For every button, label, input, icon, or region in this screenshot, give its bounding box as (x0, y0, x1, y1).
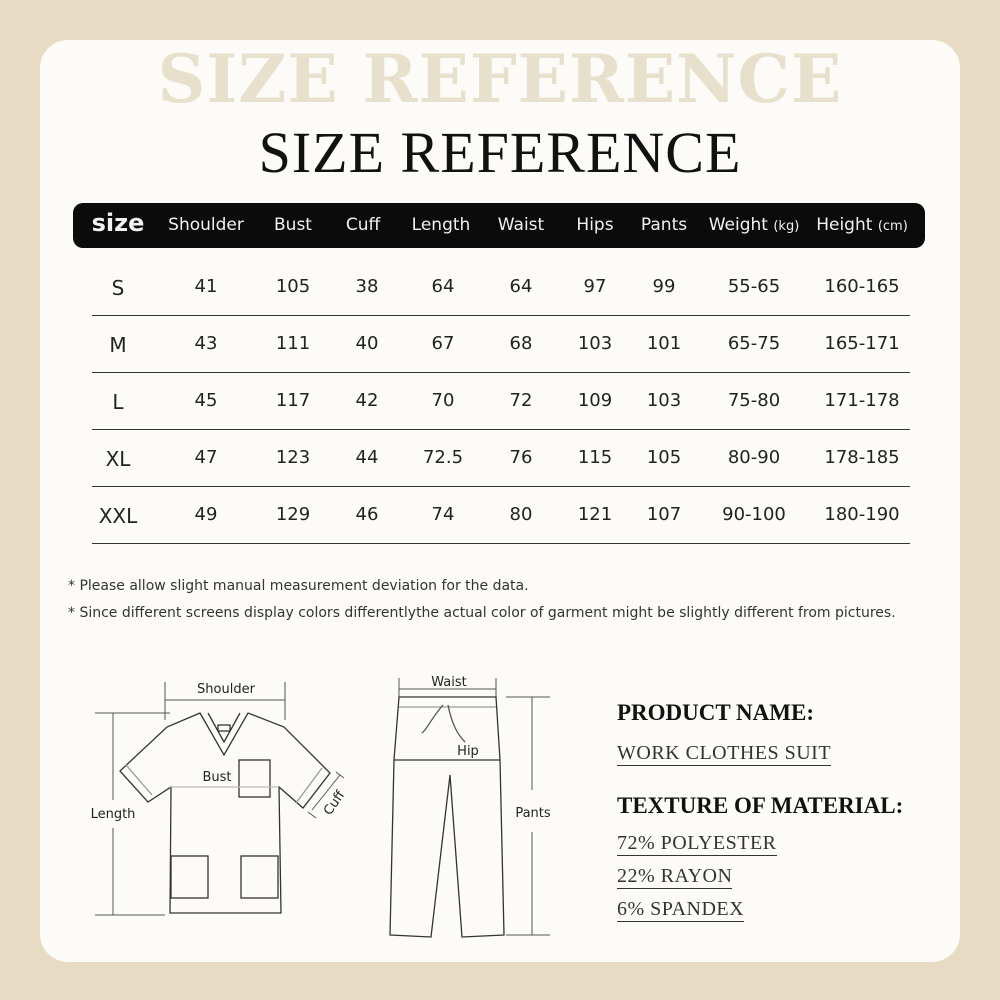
table-cell: 171-178 (824, 390, 900, 411)
table-cell: 99 (652, 276, 676, 297)
header-height-label: Height (816, 215, 873, 235)
measure-lines (95, 678, 550, 936)
table-cell: 80 (509, 504, 533, 525)
table-cell: 105 (646, 447, 682, 468)
table-cell: 45 (194, 390, 218, 411)
table-cell: 129 (275, 504, 311, 525)
label-bust: Bust (202, 770, 231, 785)
header-height: Height (cm) (816, 215, 908, 235)
table-cell: 72 (509, 390, 533, 411)
header-waist: Waist (497, 215, 545, 235)
header-weight-unit: (kg) (773, 219, 800, 234)
shirt-drawing (119, 712, 331, 914)
table-cell: 41 (194, 276, 218, 297)
table-row: XXL 49 129 46 74 80 121 107 90-100 180-190 (92, 487, 910, 544)
label-hip: Hip (457, 744, 479, 759)
label-cuff: Cuff (321, 787, 349, 818)
table-cell: XXL (98, 504, 138, 528)
table-cell: L (112, 390, 124, 414)
table-cell: 103 (646, 390, 682, 411)
header-height-unit: (cm) (877, 219, 908, 234)
table-row: XL 47 123 44 72.5 76 115 105 80-90 178-185 (92, 430, 910, 487)
note-measurement: * Please allow slight manual measurement… (68, 578, 529, 594)
table-cell: 160-165 (824, 276, 900, 297)
table-header: size Shoulder Bust Cuff Length Waist Hip… (73, 203, 925, 248)
table-cell: 123 (275, 447, 311, 468)
table-cell: M (109, 333, 127, 357)
table-row: M 43 111 40 67 68 103 101 65-75 165-171 (92, 316, 910, 373)
label-length: Length (91, 807, 136, 822)
header-shoulder: Shoulder (168, 215, 244, 235)
table-cell: 55-65 (727, 276, 781, 297)
table-cell: XL (105, 447, 131, 471)
table-cell: 49 (194, 504, 218, 525)
material-label: TEXTURE OF MATERIAL: (617, 793, 904, 818)
table-cell: 68 (509, 333, 533, 354)
header-weight-label: Weight (708, 215, 768, 235)
product-name: WORK CLOTHES SUIT (617, 742, 832, 766)
table-row: S 41 105 38 64 64 97 99 55-65 160-165 (92, 259, 910, 316)
table-cell: 109 (577, 390, 613, 411)
header-hips: Hips (576, 215, 614, 235)
label-waist: Waist (431, 675, 466, 690)
table-cell: 64 (509, 276, 533, 297)
table-cell: 105 (275, 276, 311, 297)
header-weight: Weight (kg) (709, 215, 800, 235)
size-chart-card (40, 40, 960, 962)
table-cell: 90-100 (722, 504, 786, 525)
table-cell: 180-190 (824, 504, 900, 525)
table-cell: S (111, 276, 125, 300)
table-cell: 72.5 (422, 447, 464, 468)
table-cell: 67 (431, 333, 455, 354)
material-polyester: 72% POLYESTER (617, 832, 777, 856)
table-cell: 103 (577, 333, 613, 354)
table-row: L 45 117 42 70 72 109 103 75-80 171-178 (92, 373, 910, 430)
header-size: size (91, 209, 145, 237)
table-cell: 80-90 (727, 447, 781, 468)
table-cell: 43 (194, 333, 218, 354)
table-cell: 42 (355, 390, 379, 411)
table-cell: 178-185 (824, 447, 900, 468)
product-name-label: PRODUCT NAME: (617, 700, 814, 725)
table-cell: 101 (646, 333, 682, 354)
table-cell: 64 (431, 276, 455, 297)
table-cell: 70 (431, 390, 455, 411)
table-cell: 111 (275, 333, 311, 354)
table-cell: 44 (355, 447, 379, 468)
header-length: Length (411, 215, 471, 235)
table-cell: 107 (646, 504, 682, 525)
table-cell: 76 (509, 447, 533, 468)
table-cell: 97 (583, 276, 607, 297)
table-cell: 75-80 (727, 390, 781, 411)
table-cell: 115 (577, 447, 613, 468)
title-watermark: SIZE REFERENCE (157, 40, 843, 118)
table-cell: 47 (194, 447, 218, 468)
header-cuff: Cuff (345, 215, 381, 235)
table-cell: 46 (355, 504, 379, 525)
table-cell: 65-75 (727, 333, 781, 354)
material-spandex: 6% SPANDEX (617, 898, 745, 922)
table-cell: 74 (431, 504, 455, 525)
label-pants: Pants (515, 806, 551, 821)
table-cell: 40 (355, 333, 379, 354)
header-bust: Bust (274, 215, 312, 235)
table-cell: 38 (355, 276, 379, 297)
table-cell: 117 (275, 390, 311, 411)
pants-drawing (389, 696, 505, 938)
page-title: SIZE REFERENCE (258, 120, 742, 185)
table-cell: 121 (577, 504, 613, 525)
table-cell: 165-171 (824, 333, 900, 354)
note-color: * Since different screens display colors… (68, 605, 896, 621)
label-shoulder: Shoulder (197, 682, 256, 697)
header-pants: Pants (640, 215, 688, 235)
material-rayon: 22% RAYON (617, 865, 733, 889)
